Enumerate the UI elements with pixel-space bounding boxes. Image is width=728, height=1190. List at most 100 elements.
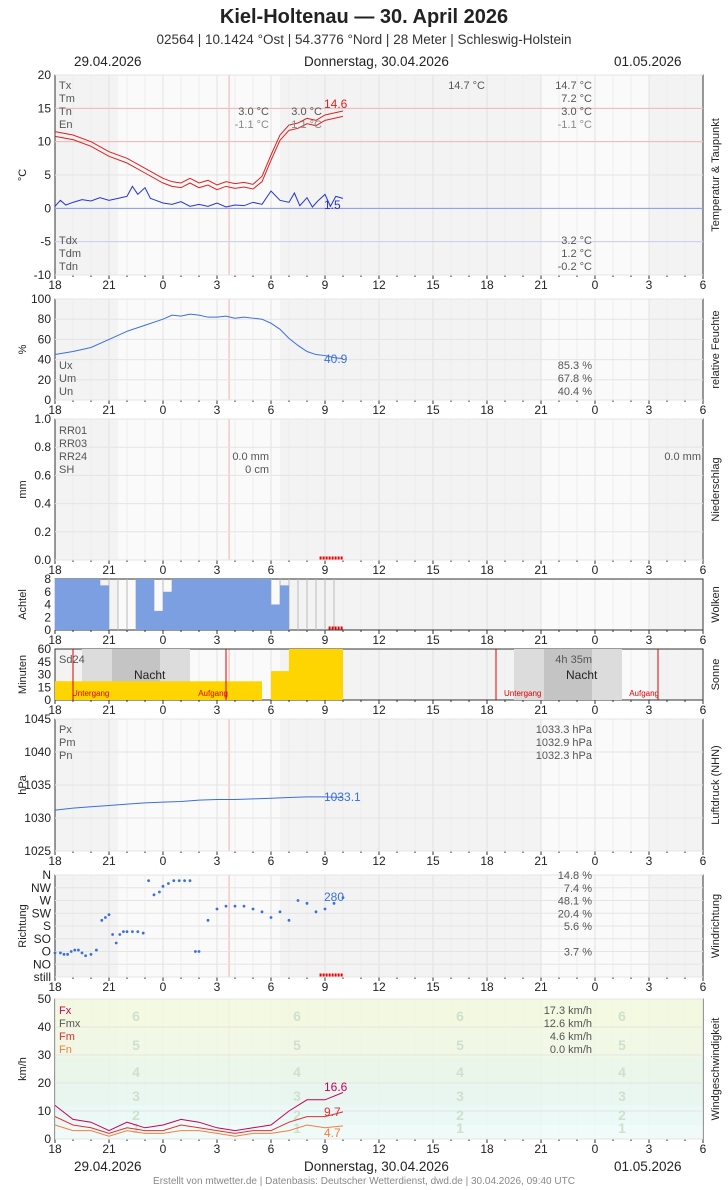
- x-tick-label: 9: [322, 703, 329, 717]
- cloud-bar: [262, 579, 271, 630]
- humidity-line: [54, 313, 344, 360]
- x-tick-label: 18: [48, 703, 62, 717]
- last-winddir-value: 280: [324, 890, 344, 904]
- legend-item: En: [59, 119, 72, 131]
- cloud-bar: [190, 579, 199, 630]
- winddir-point: [296, 899, 300, 902]
- y-axis-label: mm: [17, 480, 29, 498]
- winddir-point: [69, 950, 73, 953]
- x-tick-label: 6: [700, 563, 707, 577]
- x-tick-label: 6: [700, 854, 707, 868]
- winddir-point: [341, 896, 345, 900]
- x-tick-label: 3: [646, 980, 653, 994]
- y-tick-label: 50: [38, 992, 52, 1006]
- x-tick-label: 3: [214, 633, 221, 647]
- y-tick-label: S: [43, 919, 51, 933]
- winddir-point: [161, 884, 165, 888]
- value-right-dew: -0.2 °C: [558, 261, 592, 273]
- y-tick-label: 2: [44, 610, 51, 624]
- x-tick-label: 0: [592, 278, 599, 292]
- x-tick-label: 3: [646, 278, 653, 292]
- y-tick-label: 1040: [24, 745, 51, 759]
- y-tick-label: 1025: [24, 844, 51, 858]
- x-tick-label: 3: [646, 703, 653, 717]
- y-axis-label: °C: [17, 169, 29, 181]
- value-right: 5.6 %: [564, 921, 592, 933]
- legend-item: Tn: [59, 106, 72, 118]
- x-tick-label: 18: [480, 980, 494, 994]
- y-tick-label: 60: [38, 642, 52, 656]
- y-tick-label: 0.6: [34, 468, 51, 482]
- value-rr24: 0.0 mm: [232, 451, 269, 463]
- sunset-label: Untergang: [72, 689, 109, 698]
- winddir-point: [172, 879, 176, 883]
- y-tick-label: SO: [34, 932, 51, 946]
- winddir-point: [206, 918, 210, 922]
- winddir-point: [269, 916, 273, 919]
- y-tick-label: 40: [38, 353, 52, 367]
- winddir-point: [131, 930, 134, 934]
- x-tick-label: 21: [534, 703, 548, 717]
- beaufort-band: [55, 999, 703, 1030]
- x-tick-label: 6: [700, 633, 707, 647]
- cloud-bar: [154, 610, 163, 630]
- x-tick-label: 12: [372, 563, 386, 577]
- x-tick-label: 15: [426, 278, 440, 292]
- beaufort-label: 2: [456, 1107, 464, 1123]
- cloud-bar: [55, 579, 64, 630]
- x-tick-label: 21: [534, 278, 548, 292]
- x-tick-label: 15: [426, 563, 440, 577]
- y-tick-label: N: [42, 868, 51, 882]
- y-axis-label: Minuten: [17, 655, 29, 694]
- beaufort-label: 6: [618, 1008, 626, 1024]
- winddir-point: [242, 904, 246, 908]
- y-axis-label: Richtung: [17, 904, 29, 947]
- dewpoint-line: [54, 185, 344, 208]
- legend-item: Tx: [59, 80, 72, 92]
- panel-side-label: relative Feuchte: [710, 310, 722, 388]
- winddir-point: [224, 904, 228, 908]
- value-right: 1032.9 hPa: [536, 737, 593, 749]
- winddir-point: [77, 948, 80, 952]
- y-tick-label: 20: [38, 1076, 52, 1090]
- winddir-point: [111, 933, 114, 936]
- beaufort-label: 5: [293, 1037, 301, 1053]
- x-tick-label: 3: [214, 403, 221, 417]
- x-tick-label: 18: [480, 563, 494, 577]
- night-shade: [55, 299, 118, 400]
- legend-item: Sd24: [59, 654, 85, 666]
- x-tick-label: 3: [646, 563, 653, 577]
- legend-item: Pn: [59, 750, 72, 762]
- sunrise-label: Aufgang: [198, 689, 228, 698]
- night-shade: [55, 419, 118, 560]
- x-tick-label: 6: [700, 980, 707, 994]
- x-tick-label: 6: [268, 403, 275, 417]
- last-dew-value: 1.5: [324, 198, 341, 212]
- beaufort-label: 2: [618, 1107, 626, 1123]
- x-tick-label: 18: [480, 703, 494, 717]
- beaufort-label: 5: [618, 1037, 626, 1053]
- x-tick-label: 6: [700, 703, 707, 717]
- legend-item: Fx: [59, 1005, 72, 1017]
- legend-item: Ux: [59, 360, 73, 372]
- y-tick-label: W: [40, 894, 52, 908]
- winddir-point: [158, 890, 161, 894]
- night-shade: [649, 419, 703, 560]
- x-tick-label: 3: [214, 854, 221, 868]
- cloud-bar: [136, 579, 145, 630]
- station-info: 02564 | 10.1424 °Ost | 54.3776 °Nord | 2…: [156, 32, 572, 47]
- wind-gust-line: [54, 1092, 344, 1132]
- x-tick-label: 0: [160, 563, 167, 577]
- x-tick-label: 12: [372, 633, 386, 647]
- y-tick-label: 0: [44, 623, 51, 637]
- y-tick-label: 4: [44, 598, 51, 612]
- x-tick-label: 0: [160, 278, 167, 292]
- cloud-bar: [91, 579, 100, 630]
- y-axis-label: hPa: [17, 774, 29, 794]
- x-tick-label: 15: [426, 633, 440, 647]
- night-shade: [280, 299, 541, 400]
- winddir-point: [104, 916, 107, 919]
- legend-item: Un: [59, 386, 73, 398]
- x-tick-label: 6: [268, 854, 275, 868]
- value-right: 3.7 %: [564, 947, 592, 959]
